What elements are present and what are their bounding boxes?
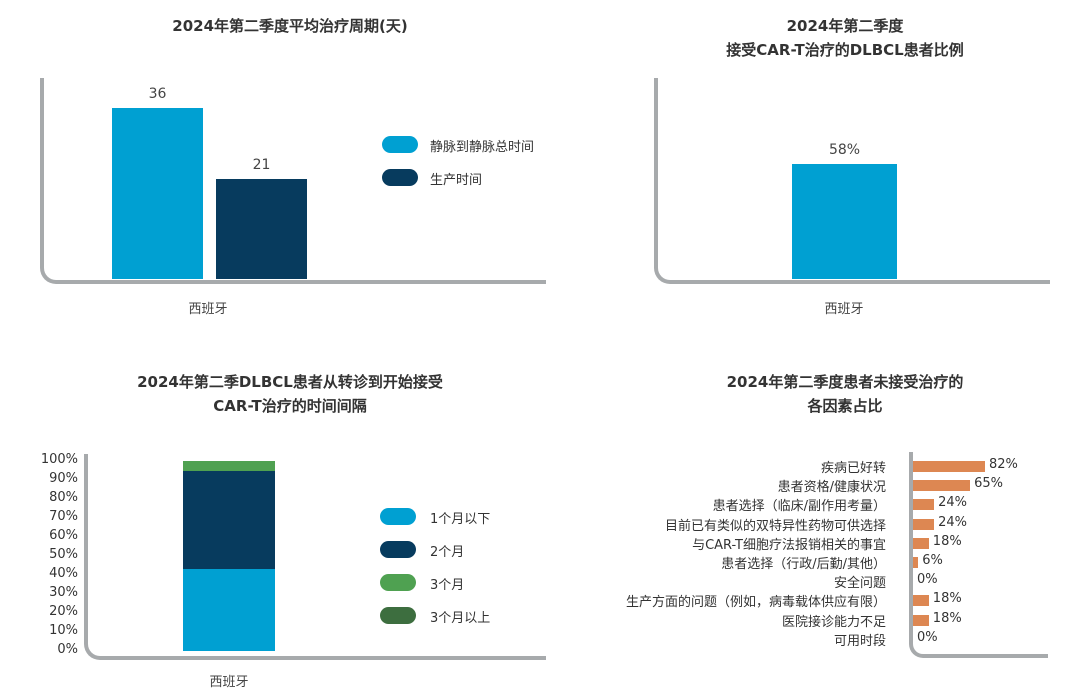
chart3-legend-label-under1: 1个月以下 [430, 512, 491, 527]
chart3-y-tick-label: 70% [49, 509, 78, 524]
chart4-bar [913, 557, 919, 568]
chart3-bar-segment-2 [183, 470, 275, 570]
chart4-value-label: 6% [922, 553, 943, 568]
chart4-category-label: 安全问题 [833, 576, 886, 592]
chart1-legend-label-iv: 静脉到静脉总时间 [430, 140, 535, 155]
chart3-legend-swatch-over3 [380, 607, 416, 624]
chart4-value-label: 24% [938, 495, 967, 511]
chart4-bar [913, 518, 935, 530]
chart3-y-tick-label: 90% [49, 471, 78, 486]
chart3-legend-swatch-2m [380, 541, 416, 558]
chart1-legend-swatch-production [382, 169, 418, 186]
chart4-bar [913, 614, 929, 626]
chart4-value-label: 65% [974, 476, 1003, 492]
chart4-category-label: 可用时段 [833, 633, 886, 649]
chart3-y-tick-label: 10% [49, 623, 78, 638]
chart3-y-tick-label: 60% [49, 528, 78, 543]
chart1-bar-2 [216, 179, 307, 279]
chart4-value-label: 18% [932, 533, 962, 549]
chart3-legend-label-over3: 3个月以上 [430, 611, 491, 626]
chart1-legend-swatch-iv [382, 136, 418, 153]
chart4-bar [913, 461, 985, 472]
chart4-value-label: 82% [989, 457, 1018, 472]
chart1-value-label-2: 21 [252, 157, 271, 173]
chart3-category-label: 西班牙 [209, 675, 249, 690]
chart1-axis [40, 78, 546, 284]
chart3-axis [84, 454, 546, 660]
chart2-axis [654, 78, 1050, 284]
chart4-value-label: 18% [932, 610, 962, 626]
chart3-legend-swatch-3m [380, 574, 416, 591]
chart4-bar [913, 480, 971, 492]
chart2-value-label: 58% [828, 142, 861, 158]
chart3-legend-label-2m: 2个月 [430, 545, 465, 560]
chart3-bar-segment-3 [183, 461, 275, 471]
chart4-category-label: 疾病已好转 [820, 461, 886, 476]
chart3-y-tick-label: 100% [40, 452, 78, 467]
chart4-category-label: 与CAR-T细胞疗法报销相关的事宜 [692, 537, 886, 553]
chart4-bar [913, 499, 935, 511]
chart4-value-label: 24% [938, 514, 967, 530]
chart4-category-label: 患者选择（行政/后勤/其他） [721, 557, 886, 572]
chart2-bar [792, 164, 897, 279]
chart4-bar [913, 537, 929, 549]
chart3-y-tick-label: 50% [49, 547, 78, 562]
chart3-y-tick-label: 40% [49, 566, 78, 581]
chart3-y-tick-label: 30% [49, 585, 78, 600]
chart4-value-label: 18% [932, 591, 962, 607]
chart3-y-tick-label: 0% [57, 642, 78, 657]
chart2-category-label: 西班牙 [824, 302, 864, 317]
chart3-title-line1: 2024年第二季DLBCL患者从转诊到开始接受 [137, 373, 443, 391]
chart4-category-label: 医院接诊能力不足 [781, 614, 886, 630]
chart3-legend-swatch-under1 [380, 508, 416, 525]
chart4-axis [909, 452, 1048, 658]
chart3-title-line2: CAR-T治疗的时间间隔 [213, 397, 367, 415]
chart4-bar [913, 595, 929, 607]
chart1-title: 2024年第二季度平均治疗周期(天) [172, 17, 408, 35]
chart4-value-label: 0% [917, 629, 938, 645]
chart4-category-label: 目前已有类似的双特异性药物可供选择 [664, 518, 886, 534]
chart1-value-label-1: 36 [148, 85, 167, 102]
chart4-title-line2: 各因素占比 [807, 397, 883, 415]
chart4-category-label: 患者选择（临床/副作用考量） [712, 499, 886, 515]
chart4-category-label: 生产方面的问题（例如，病毒载体供应有限） [625, 595, 886, 611]
chart1-category-label: 西班牙 [188, 302, 228, 317]
chart3-bar-segment-1 [183, 569, 275, 651]
chart3-legend-label-3m: 3个月 [430, 578, 465, 593]
chart3-y-tick-label: 80% [49, 490, 78, 505]
chart3-y-tick-label: 20% [49, 604, 78, 619]
chart1-legend-label-production: 生产时间 [430, 173, 483, 188]
chart2-title-line2: 接受CAR-T治疗的DLBCL患者比例 [726, 41, 964, 59]
chart1-bar-1 [112, 107, 203, 279]
chart4-title-line1: 2024年第二季度患者未接受治疗的 [726, 373, 964, 391]
chart4-value-label: 0% [917, 572, 938, 588]
chart2-title-line1: 2024年第二季度 [786, 17, 904, 35]
chart4-category-label: 患者资格/健康状况 [777, 480, 886, 496]
